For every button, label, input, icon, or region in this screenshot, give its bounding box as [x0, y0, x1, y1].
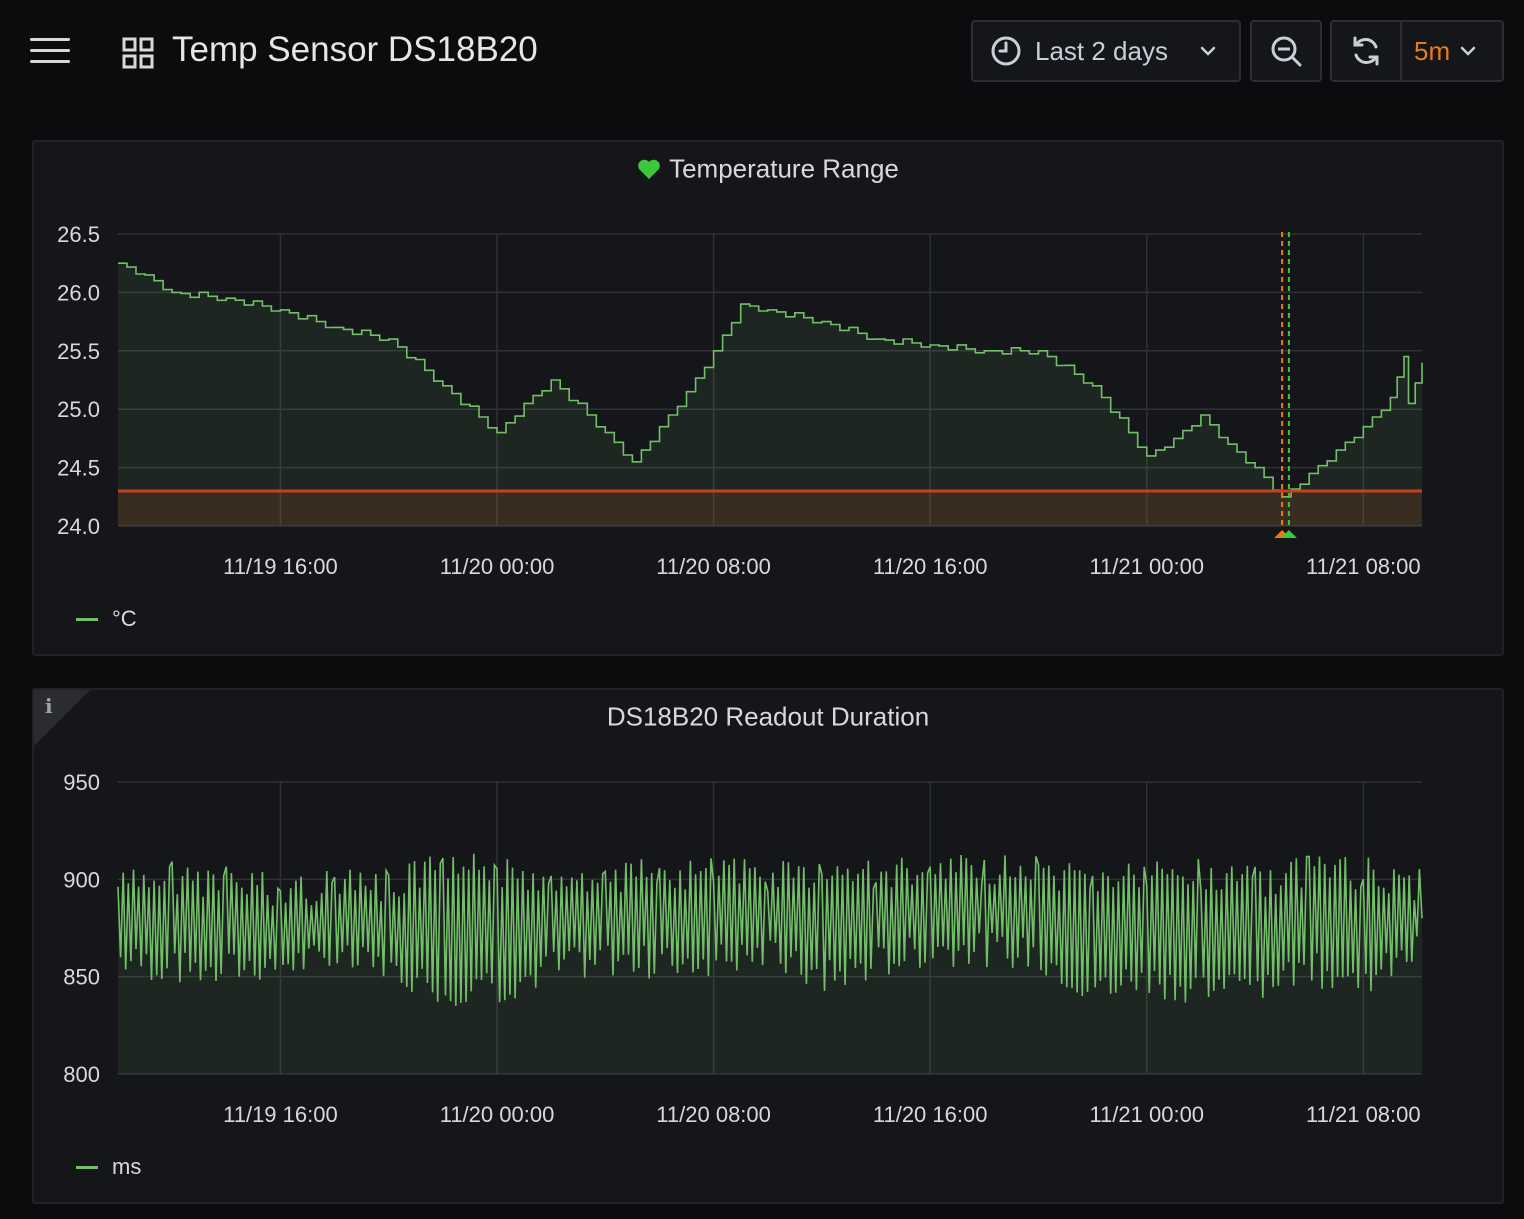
dashboard-title[interactable]: Temp Sensor DS18B20: [172, 30, 538, 69]
y-tick-label: 25.0: [57, 397, 100, 422]
threshold-fill: [118, 490, 1422, 526]
series-area: [118, 853, 1422, 1074]
y-tick-label: 900: [63, 867, 100, 892]
x-tick-label: 11/21 08:00: [1306, 1102, 1421, 1127]
x-tick-label: 11/21 00:00: [1089, 554, 1204, 579]
x-tick-label: 11/20 08:00: [656, 1102, 771, 1127]
zoom-out-icon: [1271, 36, 1302, 67]
x-tick-label: 11/21 00:00: [1089, 1102, 1204, 1127]
refresh-picker: 5m: [1330, 20, 1504, 82]
annotation-marker: [1280, 530, 1297, 538]
readout-duration-chart[interactable]: 950 900 850 800 11/19 16:00 11/20 00:00 11/20 …: [34, 690, 1502, 1202]
legend-item[interactable]: ms: [76, 1154, 141, 1180]
y-tick-label: 850: [63, 965, 100, 990]
y-tick-label: 950: [63, 770, 100, 795]
temperature-chart[interactable]: 26.5 26.0 25.5 25.0 24.5 24.0 11/19 16:00 11/20…: [34, 142, 1502, 654]
y-tick-label: 24.5: [57, 456, 100, 481]
dashboard-grid-icon: [122, 37, 154, 69]
legend-item[interactable]: °C: [76, 606, 137, 632]
refresh-icon: [1353, 36, 1379, 66]
time-range-picker[interactable]: Last 2 days: [971, 20, 1241, 82]
refresh-button[interactable]: [1332, 22, 1402, 80]
temperature-panel: Temperature Range 26.5 26.0 25.5 25.0 24.5 24…: [32, 140, 1504, 656]
y-tick-label: 24.0: [57, 514, 100, 539]
refresh-interval-dropdown[interactable]: 5m: [1402, 36, 1502, 67]
clock-icon: [991, 36, 1021, 66]
series-line: [117, 853, 1423, 1006]
y-tick-label: 26.0: [57, 280, 100, 305]
legend-swatch: [76, 1165, 98, 1169]
dashboard-navbar: Temp Sensor DS18B20 Last 2 days 5m: [0, 0, 1524, 110]
panel-header[interactable]: Temperature Range: [34, 152, 1502, 185]
menu-icon[interactable]: [30, 38, 70, 64]
x-tick-label: 11/20 16:00: [873, 1102, 988, 1127]
heart-ok-icon: [638, 159, 660, 180]
y-tick-label: 26.5: [57, 222, 100, 247]
panel-title: DS18B20 Readout Duration: [606, 701, 930, 732]
x-tick-label: 11/19 16:00: [223, 1102, 338, 1127]
zoom-out-button[interactable]: [1250, 20, 1322, 82]
panel-title: Temperature Range: [669, 153, 899, 184]
refresh-interval-label: 5m: [1414, 35, 1451, 66]
legend-label: °C: [112, 606, 137, 631]
time-range-label: Last 2 days: [1035, 35, 1168, 66]
legend-label: ms: [112, 1154, 142, 1179]
y-tick-label: 25.5: [57, 339, 100, 364]
readout-duration-panel: i DS18B20 Readout Duration 950 900 850 800 1…: [32, 688, 1504, 1204]
series-line: [118, 262, 1423, 498]
x-tick-label: 11/20 00:00: [440, 554, 555, 579]
legend-swatch: [76, 617, 98, 621]
x-tick-label: 11/19 16:00: [223, 554, 338, 579]
panel-info-corner[interactable]: [34, 690, 90, 746]
x-tick-label: 11/20 08:00: [656, 554, 771, 579]
x-tick-label: 11/20 00:00: [440, 1102, 555, 1127]
chevron-down-icon: [1460, 46, 1476, 56]
x-tick-label: 11/20 16:00: [873, 554, 988, 579]
series-area: [118, 263, 1422, 526]
info-icon[interactable]: i: [45, 694, 53, 718]
chevron-down-icon: [1200, 46, 1216, 56]
y-tick-label: 800: [63, 1062, 100, 1087]
x-tick-label: 11/21 08:00: [1306, 554, 1421, 579]
panel-header[interactable]: DS18B20 Readout Duration: [34, 700, 1502, 733]
